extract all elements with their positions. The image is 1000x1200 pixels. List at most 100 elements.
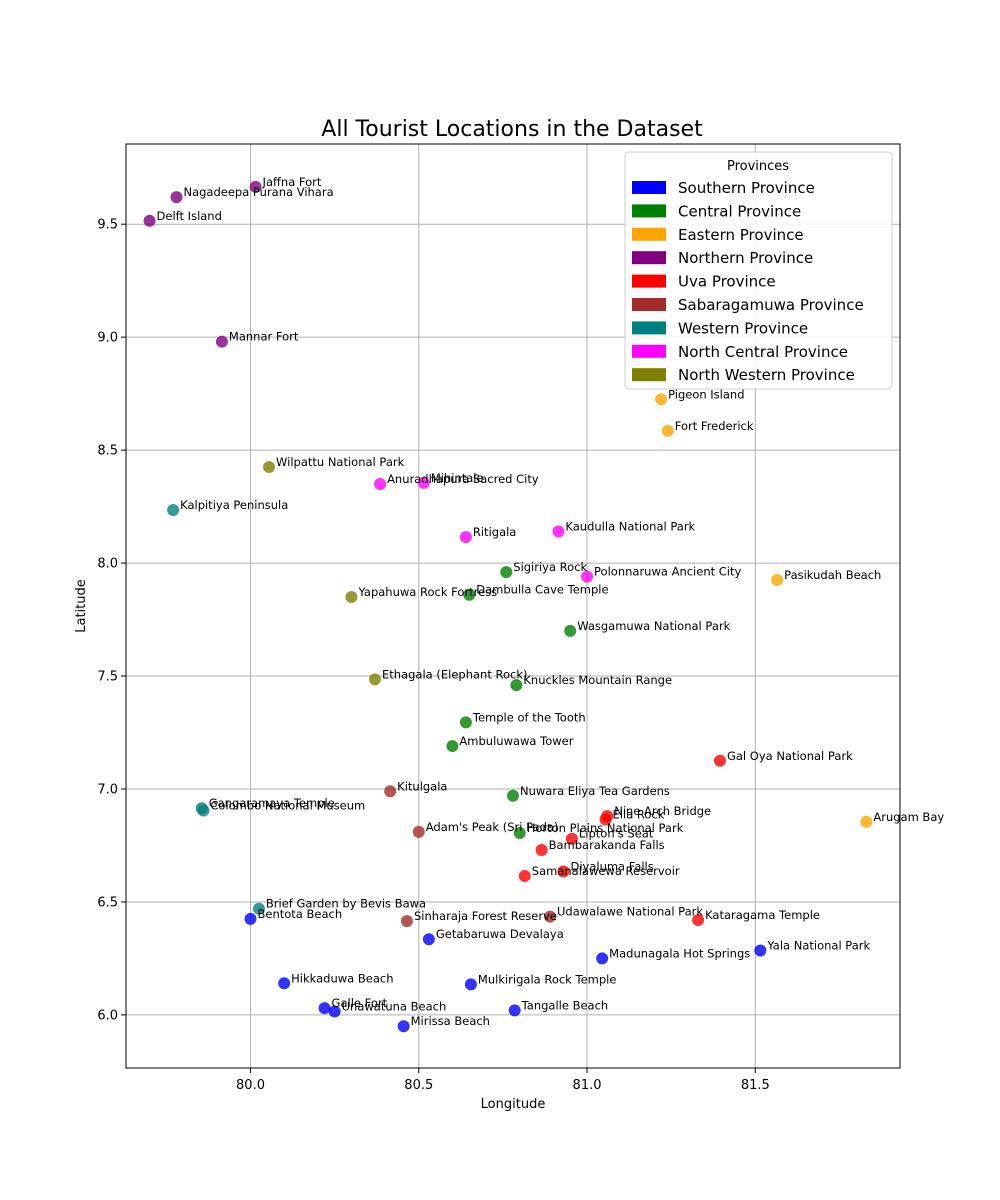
data-point: [318, 1002, 331, 1015]
point-label: Ritigala: [473, 525, 516, 539]
legend-entry-label: Western Province: [678, 319, 808, 337]
point-label: Hikkaduwa Beach: [291, 971, 393, 985]
data-point: [167, 503, 180, 516]
data-point: [713, 754, 726, 767]
point-label: Delft Island: [157, 209, 222, 223]
data-point: [565, 832, 578, 845]
point-label: Diyaluma Falls: [570, 859, 653, 873]
point-label: Bentota Beach: [258, 907, 343, 921]
y-tick-label: 7.0: [97, 782, 118, 797]
plot-frame: [125, 143, 901, 1069]
data-point: [397, 1020, 410, 1033]
data-point: [535, 843, 548, 856]
point-label: Tangalle Beach: [521, 998, 609, 1012]
data-point: [278, 977, 291, 990]
point-label: Temple of the Tooth: [472, 710, 586, 724]
y-tick-label: 8.5: [97, 444, 118, 459]
data-point: [661, 424, 674, 437]
point-label: Bambarakanda Falls: [549, 838, 665, 852]
data-point: [345, 590, 358, 603]
data-point: [374, 478, 387, 491]
data-point: [170, 191, 183, 204]
point-label: Brief Garden by Bevis Bawa: [266, 897, 426, 911]
point-label: Sigiriya Rock: [513, 560, 587, 574]
point-label: Udawalawe National Park: [557, 905, 703, 919]
data-point: [692, 914, 705, 927]
point-label: Kataragama Temple: [705, 908, 820, 922]
point-label: Getabaruwa Devalaya: [436, 927, 564, 941]
data-point: [544, 910, 557, 923]
point-label: Wasgamuwa National Park: [577, 619, 730, 633]
point-label: Mannar Fort: [229, 330, 299, 344]
data-point: [384, 785, 397, 798]
data-point: [518, 869, 531, 882]
data-point: [507, 789, 519, 802]
point-label: Samanalawewa Reservoir: [532, 864, 680, 878]
x-tick-label: 80.0: [236, 1078, 265, 1093]
data-point: [215, 335, 228, 348]
y-axis-label: Latitude: [74, 579, 89, 633]
data-point: [513, 827, 526, 840]
point-label: Knuckles Mountain Range: [523, 673, 672, 687]
data-point: [249, 180, 262, 193]
x-tick-label: 81.0: [573, 1078, 602, 1093]
data-point: [500, 566, 513, 579]
legend-swatch: [632, 368, 666, 382]
point-label: Galle Fort: [332, 996, 388, 1010]
point-label: Mihintale: [431, 471, 484, 485]
legend-box: [624, 151, 893, 390]
y-tick-label: 6.5: [97, 895, 118, 910]
data-point: [596, 952, 609, 965]
x-tick-label: 81.5: [741, 1078, 770, 1093]
legend-entry-label: Uva Province: [678, 273, 776, 291]
y-tick-label: 9.0: [97, 331, 118, 346]
point-label: Kitulgala: [397, 779, 447, 793]
point-label: Polonnaruwa Ancient City: [594, 565, 741, 579]
data-point: [244, 912, 257, 925]
point-label: Ethagala (Elephant Rock): [382, 667, 527, 681]
point-label: Horton Plains National Park: [527, 821, 684, 835]
point-label: Nine Arch Bridge: [614, 804, 711, 818]
y-tick-label: 9.5: [97, 218, 118, 233]
grid-lines: [126, 144, 900, 1068]
legend-entry-label: North Western Province: [678, 366, 855, 384]
point-label: Pigeon Island: [668, 387, 744, 401]
point-label: Lipton's Seat: [579, 827, 654, 841]
legend-swatch: [632, 298, 666, 311]
legend-swatch: [632, 321, 666, 335]
point-label: Kaudulla National Park: [565, 519, 695, 533]
data-point: [655, 393, 668, 406]
data-points: [143, 180, 873, 1033]
point-label: Kalpitiya Peninsula: [180, 498, 288, 512]
legend-entry-label: Central Province: [678, 202, 801, 220]
data-point: [143, 214, 156, 227]
data-point: [463, 588, 476, 601]
data-point: [754, 944, 767, 957]
point-label: Mirissa Beach: [411, 1014, 490, 1028]
data-point: [446, 740, 459, 753]
legend-items: Southern Province Central Province Eastern…: [632, 179, 864, 384]
point-label: Dambulla Cave Temple: [476, 583, 608, 597]
legend-swatch: [632, 251, 666, 265]
point-label: Ambuluwawa Tower: [459, 734, 573, 748]
data-point: [860, 815, 873, 828]
point-label: Unawatuna Beach: [342, 1000, 447, 1014]
legend-entry-label: Northern Province: [678, 249, 813, 267]
chart-title: All Tourist Locations in the Dataset: [321, 117, 703, 142]
data-point: [459, 531, 472, 544]
data-point: [510, 679, 523, 692]
legend-entry-label: North Central Province: [678, 343, 848, 361]
point-label: Pasikudah Beach: [784, 568, 881, 582]
legend-entry-label: Eastern Province: [678, 226, 804, 244]
point-label: Yala National Park: [766, 939, 870, 953]
point-label: Jaffna Fort: [262, 175, 322, 189]
point-label: Gangaramaya Temple: [209, 796, 335, 810]
data-point: [417, 476, 430, 489]
data-point: [581, 570, 594, 583]
point-label: Nagadeepa Purana Vihara: [183, 185, 333, 199]
data-point: [508, 1004, 521, 1017]
point-label: Anuradhapura Sacred City: [387, 472, 539, 486]
y-tick-label: 8.0: [97, 557, 118, 572]
point-label: Nuwara Eliya Tea Gardens: [520, 784, 670, 798]
